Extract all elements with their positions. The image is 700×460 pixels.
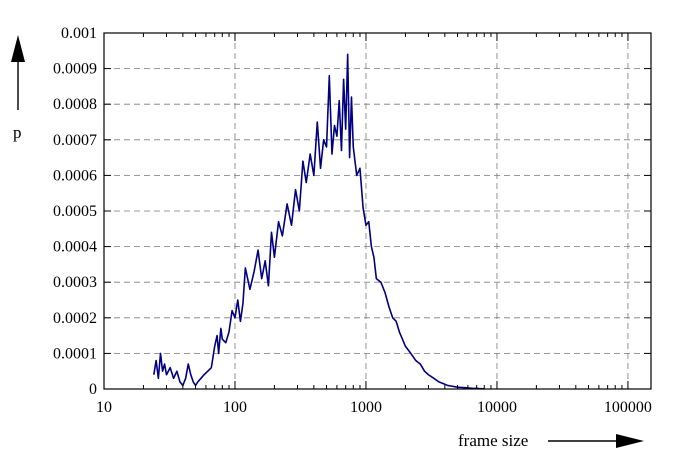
y-tick-label: 0.001	[61, 25, 97, 42]
grid-lines	[104, 33, 651, 389]
x-tick-label: 100000	[604, 399, 652, 416]
y-tick-label: 0.0008	[53, 96, 97, 113]
x-axis-arrow	[548, 434, 644, 448]
y-tick-label: 0.0002	[53, 310, 97, 327]
y-tick-label: 0	[89, 381, 97, 398]
y-tick-label: 0.0009	[53, 61, 97, 78]
x-tick-label: 10	[96, 399, 112, 416]
series-line	[153, 53, 485, 390]
y-tick-label: 0.0001	[53, 345, 97, 362]
axis-ticks	[103, 32, 651, 390]
x-axis-label: frame size	[458, 431, 528, 450]
tick-labels: 0 0.0001 0.0002 0.0003 0.0004 0.0005 0.0006 0.0…	[53, 25, 652, 416]
series-layer	[153, 53, 485, 390]
y-tick-label: 0.0003	[53, 274, 97, 291]
y-tick-label: 0.0004	[53, 239, 97, 256]
y-axis-label: p	[13, 123, 22, 142]
y-tick-label: 0.0007	[53, 132, 97, 149]
y-tick-label: 0.0006	[53, 167, 97, 184]
x-tick-label: 100	[223, 399, 247, 416]
x-tick-label: 10000	[477, 399, 517, 416]
y-tick-label: 0.0005	[53, 203, 97, 220]
y-axis-arrow	[11, 35, 25, 110]
x-tick-label: 1000	[350, 399, 382, 416]
